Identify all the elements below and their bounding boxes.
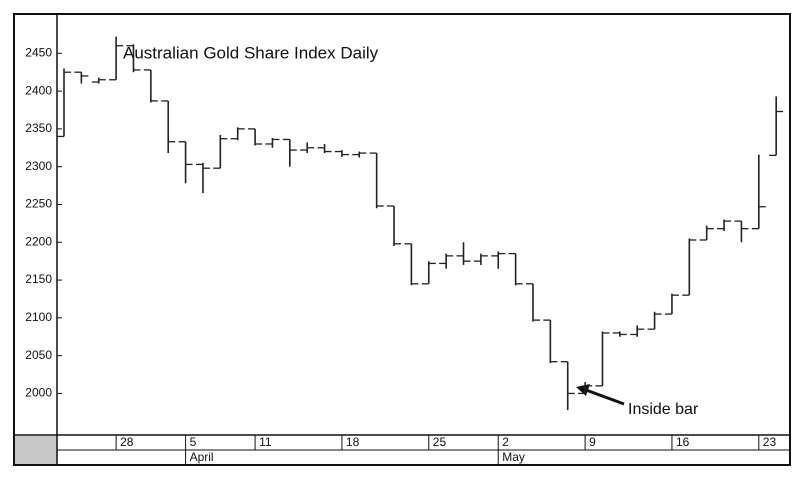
y-tick-label: 2250 (25, 197, 52, 211)
x-tick-label: 9 (589, 435, 596, 449)
x-tick-label: 18 (346, 435, 360, 449)
month-label: April (190, 450, 214, 464)
x-tick-label: 28 (120, 435, 134, 449)
y-tick-label: 2100 (25, 310, 52, 324)
annotation: Inside bar (628, 401, 699, 418)
annotation-arrowhead (576, 384, 590, 396)
y-tick-label: 2300 (25, 159, 52, 173)
x-tick-label: 2 (502, 435, 509, 449)
chart-title: Australian Gold Share Index Daily (123, 43, 379, 62)
y-tick-label: 2050 (25, 348, 52, 362)
y-tick-label: 2150 (25, 272, 52, 286)
annotation-arrow (585, 388, 625, 406)
y-tick-label: 2350 (25, 121, 52, 135)
frame (13, 13, 791, 466)
y-tick-label: 2200 (25, 234, 52, 248)
y-tick-label: 2400 (25, 83, 52, 97)
x-tick-label: 16 (676, 435, 690, 449)
y-tick-label: 2000 (25, 386, 52, 400)
y-tick-label: 2450 (25, 45, 52, 59)
month-label: May (502, 450, 525, 464)
x-tick-label: 5 (190, 435, 197, 449)
x-tick-label: 23 (763, 435, 777, 449)
x-tick-label: 25 (433, 435, 447, 449)
corner-box (15, 436, 57, 464)
x-tick-label: 11 (259, 435, 272, 449)
